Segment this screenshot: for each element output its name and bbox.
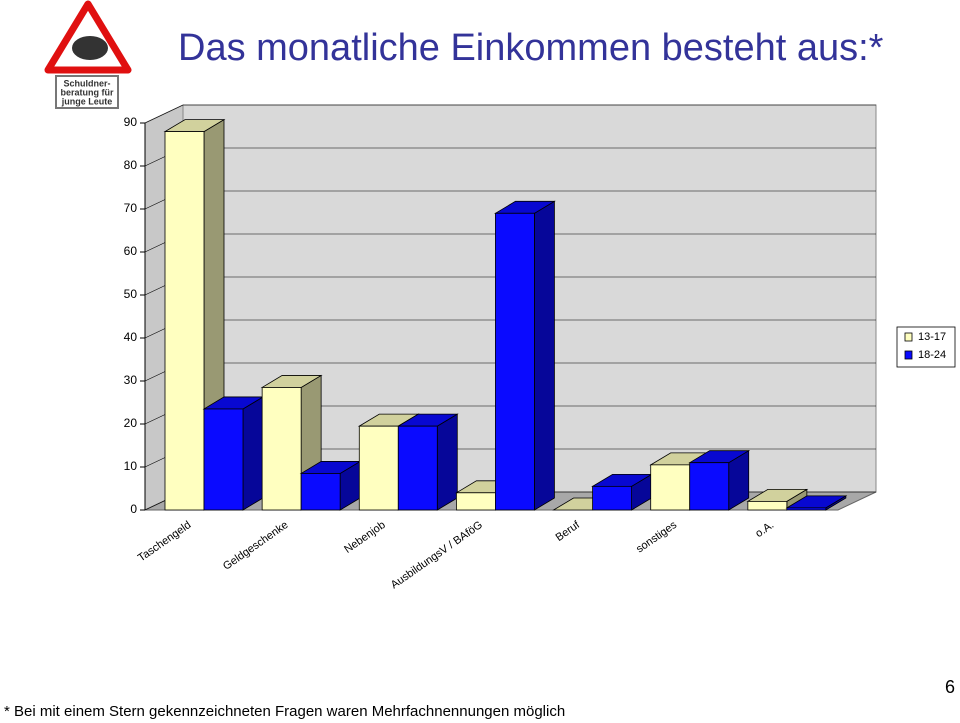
y-tick-label: 10 [124, 459, 138, 473]
bar [203, 408, 244, 511]
x-tick-label: Nebenjob [342, 519, 387, 556]
bar [689, 462, 730, 511]
logo-text: junge Leute [61, 96, 113, 106]
bar [592, 485, 632, 511]
x-tick-label: Taschengeld [136, 519, 193, 564]
y-tick-label: 40 [124, 330, 138, 344]
bar-side [534, 200, 555, 511]
bar [650, 464, 691, 511]
bar-side [242, 396, 264, 511]
logo-text: beratung für [61, 87, 114, 97]
bar-group [688, 449, 751, 511]
bar-group [493, 200, 556, 511]
y-tick-label: 50 [124, 287, 138, 301]
bar [495, 212, 535, 511]
y-tick-label: 80 [124, 158, 138, 172]
bar-group [396, 413, 459, 511]
logo-sign [55, 75, 119, 109]
bar [300, 473, 341, 511]
logo: Schuldner- beratung für junge Leute [44, 0, 132, 109]
grid-line [144, 104, 184, 124]
legend-label: 13-17 [918, 331, 946, 343]
bar [164, 131, 205, 511]
x-tick-label: o.A. [753, 519, 776, 540]
y-tick-label: 70 [124, 201, 138, 215]
bar [397, 425, 438, 511]
bar [456, 492, 496, 511]
logo-vulture [72, 36, 108, 60]
bar-group [591, 473, 654, 511]
legend-swatch [904, 332, 913, 342]
footnote: * Bei mit einem Stern gekennzeichneten F… [4, 703, 565, 720]
y-tick-label: 60 [124, 244, 138, 258]
chart-title: Das monatliche Einkommen besteht aus:* [178, 27, 884, 69]
legend: 13-17 18-24 [896, 326, 956, 368]
page-number: 6 [945, 677, 955, 697]
bar [786, 507, 827, 511]
x-tick-label: Geldgeschenke [221, 519, 291, 573]
bar-group [202, 396, 265, 511]
x-tick-label: Beruf [554, 518, 583, 543]
bar [261, 387, 302, 511]
y-tick-label: 20 [124, 416, 138, 430]
x-tick-label: sonstiges [634, 519, 679, 556]
bar-side [436, 413, 458, 511]
x-tick-label: AusbildungsV / BAföG [389, 519, 485, 591]
y-tick-label: 90 [124, 115, 138, 129]
logo-text: Schuldner- [63, 78, 110, 88]
bar-group [785, 495, 848, 511]
bar-group [299, 460, 362, 511]
legend-swatch [904, 350, 913, 360]
y-tick-label: 30 [124, 373, 138, 387]
bar [358, 425, 399, 511]
bar [747, 500, 788, 511]
y-tick-label: 0 [130, 502, 137, 516]
legend-label: 18-24 [918, 349, 946, 361]
